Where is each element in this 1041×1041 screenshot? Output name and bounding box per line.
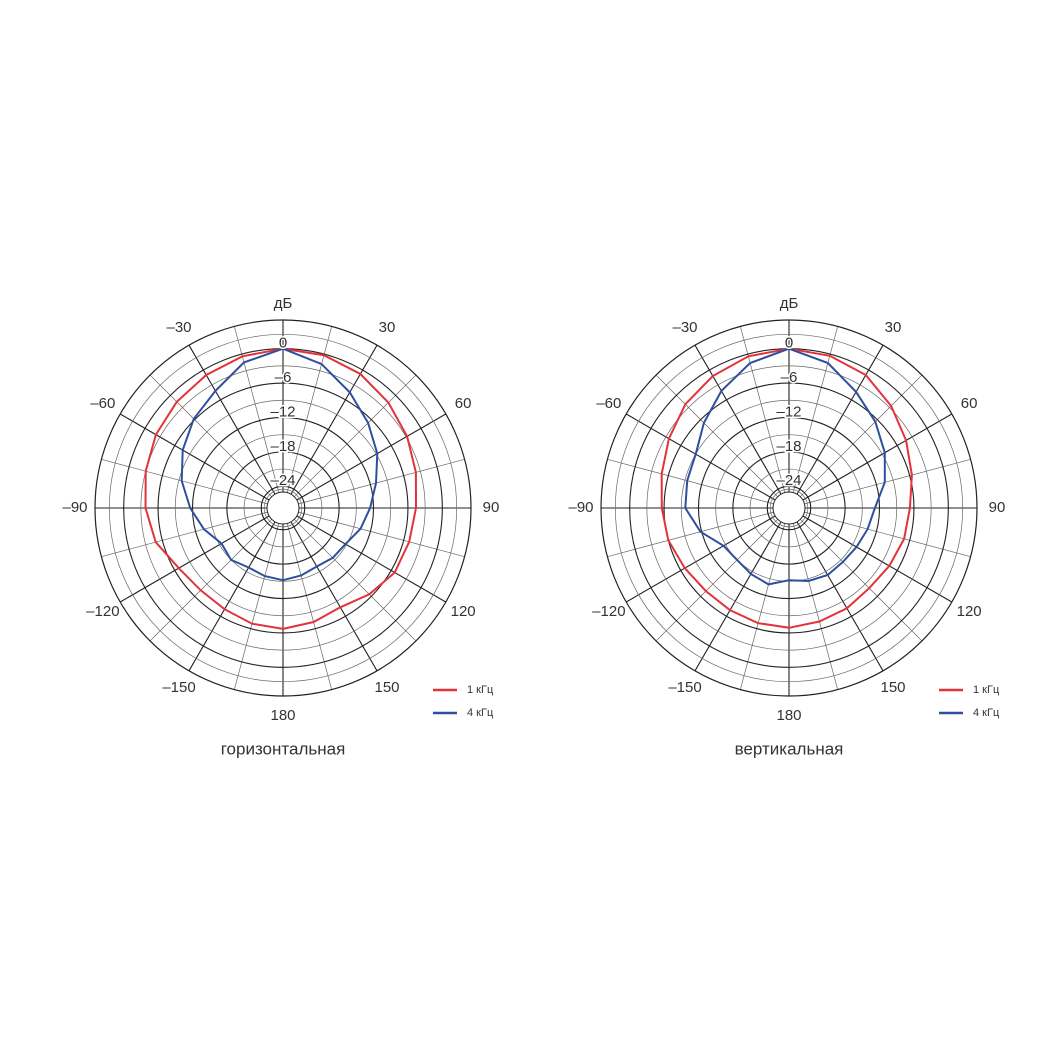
theta-tick-label: –150 xyxy=(162,679,195,696)
legend-label: 4 кГц xyxy=(973,707,1000,719)
grid-ring xyxy=(697,416,881,600)
r-tick-label: 0 xyxy=(279,335,287,352)
grid-ring-minor xyxy=(680,399,898,617)
r-tick-label: –12 xyxy=(776,403,801,420)
spoke-minor xyxy=(294,374,417,497)
theta-tick-label: 150 xyxy=(374,679,399,696)
grid-ring xyxy=(663,382,915,634)
grid-ring-minor xyxy=(209,434,357,582)
grid-ring xyxy=(157,382,409,634)
spoke-minor xyxy=(655,374,778,497)
polar-chart: 0 –6 –12 –18 –24 –150 –120 –90 –60 –30 30 60 90 120 15… xyxy=(568,295,1005,759)
grid-ring-minor xyxy=(174,399,392,617)
grid-ring-minor xyxy=(646,365,932,651)
theta-tick-label: 150 xyxy=(880,679,905,696)
theta-tick-label: 180 xyxy=(270,707,295,724)
series-line xyxy=(684,347,886,586)
theta-tick-label: –120 xyxy=(86,603,119,620)
spoke-minor xyxy=(149,519,272,642)
theta-tick-label: 180 xyxy=(776,707,801,724)
r-tick-label: 0 xyxy=(785,335,793,352)
theta-tick-label: –30 xyxy=(166,319,191,336)
grid-ring xyxy=(260,485,306,531)
grid-ring-minor xyxy=(263,488,303,528)
theta-tick-label: –150 xyxy=(668,679,701,696)
outer-ring xyxy=(94,319,472,697)
grid-ring-minor xyxy=(140,365,426,651)
theta-tick-label: –90 xyxy=(568,499,593,516)
grid-ring-minor xyxy=(715,434,863,582)
chart-title: вертикальная xyxy=(735,739,844,758)
r-tick-label: –18 xyxy=(270,438,295,455)
series-line xyxy=(180,347,379,582)
grid-ring-minor xyxy=(769,488,809,528)
legend-label: 1 кГц xyxy=(973,684,1000,696)
chart-title: горизонтальная xyxy=(221,739,346,758)
theta-tick-label: 120 xyxy=(451,603,476,620)
r-tick-label: –24 xyxy=(270,472,295,489)
grid-ring-minor xyxy=(749,468,829,548)
grid-ring xyxy=(766,485,812,531)
theta-tick-label: 60 xyxy=(455,395,472,412)
theta-tick-label: 90 xyxy=(989,499,1006,516)
theta-tick-label: 30 xyxy=(885,319,902,336)
r-axis-label: дБ xyxy=(274,295,293,312)
r-axis-label: дБ xyxy=(780,295,799,312)
theta-tick-label: 90 xyxy=(483,499,500,516)
r-tick-label: –12 xyxy=(270,403,295,420)
spoke-minor xyxy=(149,374,272,497)
grid-ring-minor xyxy=(614,333,964,683)
grid-ring xyxy=(191,416,375,600)
r-tick-label: –6 xyxy=(275,369,292,386)
outer-ring xyxy=(600,319,978,697)
r-tick-label: –6 xyxy=(781,369,798,386)
grid-ring-minor xyxy=(243,468,323,548)
inner-hole xyxy=(266,491,300,525)
grid-ring xyxy=(226,451,340,565)
theta-tick-label: –90 xyxy=(62,499,87,516)
theta-tick-label: –60 xyxy=(596,395,621,412)
inner-hole xyxy=(772,491,806,525)
theta-tick-label: –30 xyxy=(672,319,697,336)
theta-tick-label: 60 xyxy=(961,395,978,412)
legend-label: 1 кГц xyxy=(467,684,494,696)
grid-ring xyxy=(732,451,846,565)
polar-chart: 0 –6 –12 –18 –24 –150 –120 –90 –60 –30 30 60 90 120 15… xyxy=(62,295,499,759)
theta-tick-label: –120 xyxy=(592,603,625,620)
legend-label: 4 кГц xyxy=(467,707,494,719)
theta-tick-label: 120 xyxy=(957,603,982,620)
theta-tick-label: –60 xyxy=(90,395,115,412)
r-tick-label: –24 xyxy=(776,472,801,489)
theta-tick-label: 30 xyxy=(379,319,396,336)
grid-ring-minor xyxy=(108,333,458,683)
r-tick-label: –18 xyxy=(776,438,801,455)
